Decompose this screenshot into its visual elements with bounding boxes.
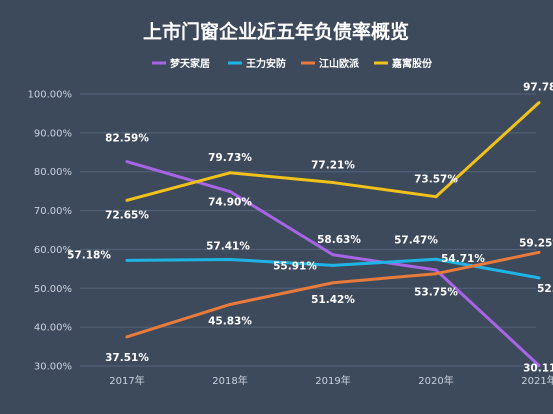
data-point bbox=[125, 160, 129, 164]
data-label: 97.78% bbox=[523, 82, 553, 94]
data-point bbox=[331, 263, 335, 267]
data-point bbox=[228, 190, 232, 194]
chart-legend: 梦天家居 王力安防 江山欧派 嘉寓股份 bbox=[152, 57, 433, 70]
y-tick-label: 40.00% bbox=[34, 323, 72, 334]
data-label: 82.59% bbox=[105, 133, 149, 145]
data-point bbox=[537, 276, 541, 280]
chart-title: 上市门窗企业近五年负债率概览 bbox=[143, 20, 409, 43]
data-label: 54.71% bbox=[441, 253, 485, 265]
data-point bbox=[331, 253, 335, 257]
data-point bbox=[125, 335, 129, 339]
data-label: 57.41% bbox=[206, 240, 250, 252]
data-point bbox=[228, 302, 232, 306]
y-tick-label: 80.00% bbox=[34, 167, 72, 178]
data-labels: 82.59% 74.90% 58.63% 54.71% 30.11% 57.18% 57.4… bbox=[67, 82, 553, 375]
data-point bbox=[331, 281, 335, 285]
data-point bbox=[434, 268, 438, 272]
data-label: 72.65% bbox=[105, 209, 149, 221]
data-label: 57.18% bbox=[67, 249, 111, 261]
data-label: 30.11% bbox=[523, 363, 553, 375]
y-tick-label: 30.00% bbox=[34, 362, 72, 373]
data-label: 73.57% bbox=[414, 174, 458, 186]
data-point bbox=[537, 101, 541, 105]
data-point bbox=[434, 272, 438, 276]
data-point bbox=[434, 195, 438, 199]
legend-label: 梦天家居 bbox=[170, 57, 210, 70]
data-point bbox=[331, 181, 335, 185]
data-point bbox=[125, 258, 129, 262]
x-tick-label: 2021年 bbox=[521, 374, 553, 387]
x-tick-label: 2019年 bbox=[315, 374, 350, 387]
data-label: 59.25% bbox=[519, 237, 553, 249]
data-label: 45.83% bbox=[208, 315, 252, 327]
data-point bbox=[228, 257, 232, 261]
data-label: 52.68% bbox=[537, 283, 553, 295]
data-label: 55.91% bbox=[273, 260, 317, 272]
x-tick-label: 2018年 bbox=[212, 374, 247, 387]
y-tick-label: 50.00% bbox=[34, 284, 72, 295]
x-axis: 2017年 2018年 2019年 2020年 2021年 bbox=[109, 374, 553, 387]
data-label: 77.21% bbox=[311, 160, 355, 172]
series-line bbox=[126, 101, 541, 202]
legend-label: 王力安防 bbox=[246, 57, 286, 70]
data-point bbox=[228, 171, 232, 175]
x-tick-label: 2017年 bbox=[109, 374, 144, 387]
data-point bbox=[434, 257, 438, 261]
data-label: 37.51% bbox=[105, 352, 149, 364]
y-tick-label: 60.00% bbox=[34, 245, 72, 256]
series-lines bbox=[125, 101, 541, 368]
y-tick-label: 100.00% bbox=[28, 90, 73, 101]
legend-label: 江山欧派 bbox=[319, 57, 360, 70]
x-tick-label: 2020年 bbox=[418, 374, 453, 387]
legend-label: 嘉寓股份 bbox=[391, 57, 433, 70]
data-point bbox=[537, 364, 541, 368]
data-label: 74.90% bbox=[208, 197, 252, 209]
data-label: 53.75% bbox=[414, 287, 458, 299]
data-label: 57.47% bbox=[394, 234, 438, 246]
data-point bbox=[125, 198, 129, 202]
y-axis: 30.00% 40.00% 50.00% 60.00% 70.00% 80.00% 90.0… bbox=[28, 90, 73, 373]
data-label: 51.42% bbox=[311, 294, 355, 306]
data-label: 58.63% bbox=[317, 234, 361, 246]
y-tick-label: 90.00% bbox=[34, 128, 72, 139]
data-label: 79.73% bbox=[208, 152, 252, 164]
y-tick-label: 70.00% bbox=[34, 206, 72, 217]
data-point bbox=[537, 250, 541, 254]
